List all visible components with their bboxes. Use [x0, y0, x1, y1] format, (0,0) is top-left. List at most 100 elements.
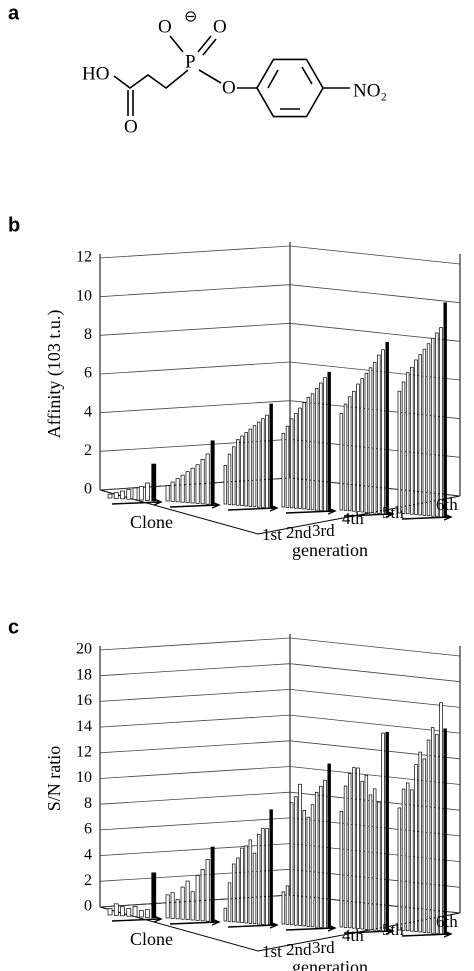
- bar: [227, 453, 232, 505]
- generation-label: 1st: [262, 942, 282, 961]
- bar: [435, 734, 439, 934]
- bar: [185, 880, 190, 920]
- bar: [418, 354, 422, 516]
- bar: [360, 780, 364, 930]
- bar: [302, 809, 306, 927]
- bar: [410, 366, 414, 515]
- bar: [381, 349, 385, 515]
- y-tick-label: 4: [84, 846, 92, 863]
- y-tick-label: 10: [76, 287, 92, 304]
- arrow: [169, 501, 221, 509]
- bar: [356, 383, 360, 512]
- bar: [430, 727, 435, 934]
- bar: [200, 458, 205, 505]
- generation-label: 2nd: [286, 940, 312, 959]
- bar: [126, 908, 132, 917]
- bar: [302, 402, 306, 510]
- bar: [439, 327, 443, 518]
- bar: [261, 827, 265, 925]
- bar: [261, 418, 265, 508]
- bar: [210, 846, 215, 922]
- bar: [405, 782, 410, 932]
- bar: [138, 910, 144, 918]
- bar: [180, 474, 185, 503]
- bar: [195, 464, 200, 504]
- bar: [347, 396, 352, 512]
- bar: [310, 393, 315, 511]
- bar: [352, 767, 356, 929]
- y-tick-label: 2: [84, 872, 92, 889]
- bar: [319, 382, 323, 511]
- bar: [269, 403, 273, 509]
- bar: [113, 903, 119, 916]
- y-tick-label: 12: [76, 249, 92, 266]
- y-tick-label: 20: [76, 641, 92, 658]
- grid-line: [99, 663, 461, 683]
- bar: [252, 425, 257, 508]
- atom: O: [124, 116, 138, 137]
- grid-line: [99, 284, 461, 304]
- grid-line: [99, 688, 461, 708]
- grid-line: [99, 361, 461, 381]
- bar: [426, 343, 431, 517]
- bond: [198, 69, 350, 89]
- bar: [256, 421, 261, 508]
- bar: [165, 894, 170, 919]
- grid-line: [99, 637, 461, 657]
- generation-label: 6th: [436, 912, 458, 931]
- bar: [377, 354, 381, 514]
- generation-label: 1st: [262, 525, 282, 544]
- bar: [289, 418, 294, 509]
- arrow: [111, 915, 163, 923]
- bar: [170, 892, 175, 919]
- bar: [294, 796, 298, 926]
- bar: [120, 906, 125, 917]
- bar: [145, 482, 150, 501]
- bar: [236, 439, 240, 506]
- bar: [200, 869, 205, 922]
- charge: ⊖: [184, 9, 197, 26]
- generation-label: 4th: [342, 509, 364, 528]
- bar: [414, 359, 418, 515]
- bar: [223, 464, 228, 505]
- y-tick-label: 8: [84, 795, 92, 812]
- bar: [151, 872, 157, 919]
- z-axis-label: generation: [292, 540, 368, 560]
- bar: [269, 809, 273, 926]
- grid-line: [99, 766, 461, 785]
- bar: [175, 478, 180, 503]
- bar: [190, 467, 195, 504]
- bar: [310, 804, 315, 928]
- bar: [418, 751, 422, 933]
- y-tick-label: 4: [84, 403, 92, 420]
- bar: [364, 774, 369, 930]
- arrow: [343, 927, 395, 935]
- bar: [227, 882, 232, 922]
- bar: [145, 909, 150, 918]
- ring: [256, 58, 324, 118]
- bar: [306, 816, 311, 927]
- generation-label: 3rd: [312, 521, 335, 540]
- arrow: [285, 924, 337, 932]
- bond: [169, 35, 217, 56]
- bar: [132, 905, 138, 917]
- bar: [285, 425, 290, 508]
- bar: [410, 789, 414, 932]
- arrow: [227, 921, 279, 929]
- bar: [205, 453, 210, 505]
- bar: [385, 341, 389, 515]
- bar: [107, 908, 113, 916]
- bar: [327, 763, 331, 929]
- panel-label: b: [8, 214, 20, 236]
- arrow: [227, 504, 279, 512]
- bar: [377, 801, 381, 931]
- bar: [180, 886, 185, 920]
- bar: [339, 810, 344, 928]
- bar: [298, 783, 302, 926]
- bar: [285, 885, 290, 925]
- bar: [281, 433, 286, 508]
- bar: [327, 371, 331, 512]
- bar: [294, 413, 298, 509]
- arrow: [111, 498, 163, 506]
- bar: [240, 435, 244, 506]
